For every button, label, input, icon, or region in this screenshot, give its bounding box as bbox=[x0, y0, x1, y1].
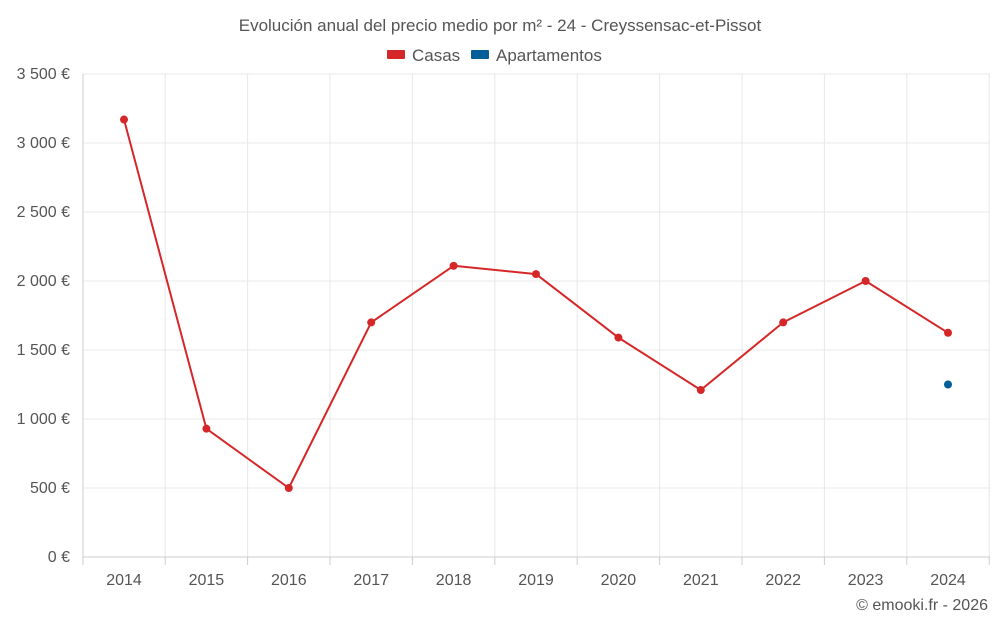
y-tick-label: 3 000 € bbox=[17, 135, 70, 152]
data-point-casas[interactable] bbox=[532, 270, 540, 279]
legend-label-casas: Casas bbox=[412, 46, 460, 65]
data-point-casas[interactable] bbox=[284, 484, 293, 492]
y-tick-label: 2 500 € bbox=[17, 204, 70, 221]
y-tick-label: 1 500 € bbox=[17, 342, 70, 359]
legend[interactable]: Casas Apartamentos bbox=[387, 46, 602, 65]
data-point-apartamentos[interactable] bbox=[944, 380, 952, 389]
data-point-casas[interactable] bbox=[367, 318, 376, 327]
data-point-casas[interactable] bbox=[944, 328, 952, 337]
x-tick-label: 2014 bbox=[106, 572, 142, 589]
data-point-casas[interactable] bbox=[779, 318, 788, 327]
x-tick-label: 2019 bbox=[518, 572, 554, 589]
data-point-casas[interactable] bbox=[120, 115, 128, 124]
legend-swatch-apartamentos bbox=[471, 50, 489, 59]
data-point-casas[interactable] bbox=[449, 261, 458, 270]
axes: 0 € 500 € 1 000 € 1 500 € 2 000 € 2 500 € 3 00… bbox=[17, 66, 990, 589]
x-tick-label: 2020 bbox=[601, 572, 637, 589]
x-tick-label: 2015 bbox=[189, 572, 225, 589]
legend-item-apartamentos[interactable]: Apartamentos bbox=[471, 46, 602, 65]
credit-text: © emooki.fr - 2026 bbox=[856, 597, 988, 614]
data-point-casas[interactable] bbox=[202, 424, 211, 433]
x-tick-label: 2024 bbox=[930, 572, 966, 589]
y-tick-label: 1 000 € bbox=[17, 411, 70, 428]
x-tick-label: 2016 bbox=[271, 572, 307, 589]
legend-label-apartamentos: Apartamentos bbox=[496, 46, 602, 65]
grid bbox=[83, 73, 990, 557]
x-tick-label: 2021 bbox=[683, 572, 719, 589]
x-tick-label: 2023 bbox=[848, 572, 884, 589]
y-tick-label: 500 € bbox=[30, 480, 70, 497]
x-tick-label: 2017 bbox=[353, 572, 389, 589]
y-tick-label: 3 500 € bbox=[17, 66, 70, 83]
y-tick-label: 0 € bbox=[48, 549, 70, 566]
legend-item-casas[interactable]: Casas bbox=[387, 46, 460, 65]
data-point-casas[interactable] bbox=[696, 386, 705, 395]
data-point-casas[interactable] bbox=[861, 277, 870, 285]
data-point-casas[interactable] bbox=[614, 333, 623, 342]
chart-title: Evolución anual del precio medio por m² … bbox=[239, 16, 762, 35]
y-tick-label: 2 000 € bbox=[17, 273, 70, 290]
series-group bbox=[120, 115, 952, 492]
x-tick-label: 2022 bbox=[765, 572, 801, 589]
legend-swatch-casas bbox=[387, 50, 405, 59]
x-tick-label: 2018 bbox=[436, 572, 472, 589]
